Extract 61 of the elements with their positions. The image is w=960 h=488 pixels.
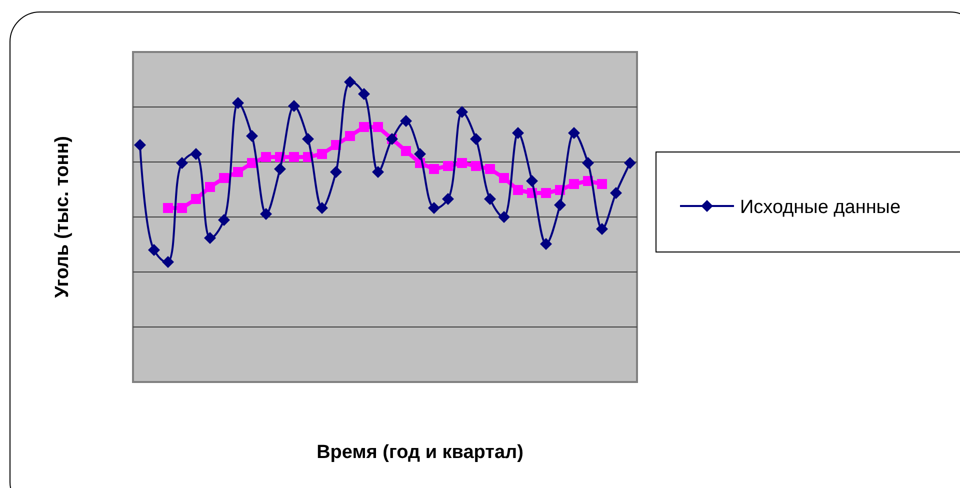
- point: [596, 223, 608, 235]
- point: [471, 161, 481, 171]
- point: [190, 148, 202, 160]
- point: [274, 163, 286, 175]
- point: [134, 139, 146, 151]
- point: [233, 167, 243, 177]
- point: [541, 188, 551, 198]
- point: [246, 130, 258, 142]
- point: [148, 244, 160, 256]
- point: [401, 146, 411, 156]
- point: [554, 199, 566, 211]
- point: [317, 149, 327, 159]
- point: [204, 232, 216, 244]
- y-axis-title: Уголь (тыс. тонн): [52, 136, 73, 298]
- point: [400, 115, 412, 127]
- point: [498, 211, 510, 223]
- point: [443, 161, 453, 171]
- point: [302, 133, 314, 145]
- point: [610, 187, 622, 199]
- point: [457, 158, 467, 168]
- point: [260, 208, 272, 220]
- point: [512, 127, 524, 139]
- point: [316, 202, 328, 214]
- point: [359, 122, 369, 132]
- point: [344, 76, 356, 88]
- point: [569, 179, 579, 189]
- point: [513, 185, 523, 195]
- point: [484, 193, 496, 205]
- point: [162, 256, 174, 268]
- point: [456, 106, 468, 118]
- x-axis-title: Время (год и квартал): [316, 442, 524, 463]
- point: [219, 173, 229, 183]
- point: [414, 148, 426, 160]
- point: [261, 152, 271, 162]
- point: [191, 194, 201, 204]
- point: [485, 164, 495, 174]
- point: [582, 157, 594, 169]
- point: [597, 179, 607, 189]
- point: [442, 193, 454, 205]
- point: [345, 131, 355, 141]
- point: [470, 133, 482, 145]
- point: [205, 182, 215, 192]
- point: [373, 122, 383, 132]
- point: [232, 97, 244, 109]
- point: [289, 152, 299, 162]
- point: [218, 214, 230, 226]
- legend-label: Исходные данные: [740, 197, 901, 218]
- point: [176, 157, 188, 169]
- point: [330, 166, 342, 178]
- point: [568, 127, 580, 139]
- point: [288, 100, 300, 112]
- point: [358, 88, 370, 100]
- point: [428, 202, 440, 214]
- point: [372, 166, 384, 178]
- point: [526, 175, 538, 187]
- point: [177, 203, 187, 213]
- point: [624, 157, 636, 169]
- point: [163, 203, 173, 213]
- point: [429, 164, 439, 174]
- point: [540, 238, 552, 250]
- point: [499, 173, 509, 183]
